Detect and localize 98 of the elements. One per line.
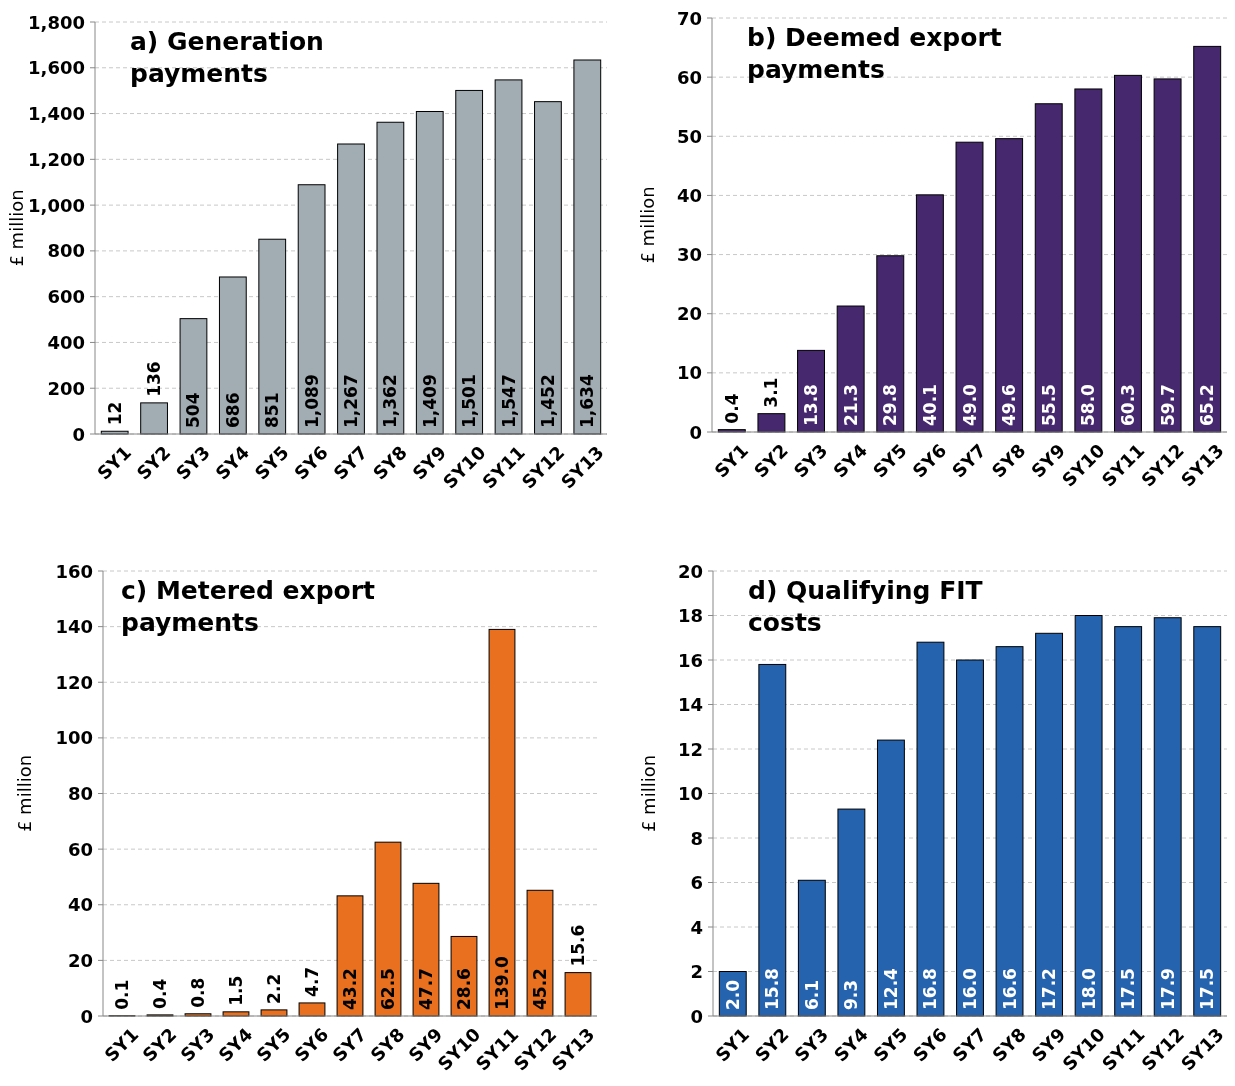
data-label: 3.1 xyxy=(761,377,782,408)
y-tick-label: 40 xyxy=(676,184,702,206)
y-tick-label: 60 xyxy=(67,838,93,860)
data-label: 17.2 xyxy=(1039,968,1060,1010)
data-label: 59.7 xyxy=(1157,384,1178,426)
y-tick-label: 18 xyxy=(677,605,703,626)
data-label: 13.8 xyxy=(801,384,822,426)
y-tick-label: 50 xyxy=(676,125,702,147)
y-tick-label: 40 xyxy=(67,894,93,916)
data-label: 9.3 xyxy=(841,979,862,1010)
data-label: 1,089 xyxy=(301,374,322,428)
data-label: 12.4 xyxy=(880,967,901,1010)
data-label: 139.0 xyxy=(492,956,512,1010)
y-axis-title: £ million xyxy=(6,189,27,267)
data-label: 49.0 xyxy=(959,383,980,426)
data-label: 43.2 xyxy=(340,968,360,1010)
data-label: 2.0 xyxy=(722,979,743,1010)
y-tick-label: 60 xyxy=(676,66,702,88)
y-tick-label: 80 xyxy=(67,783,93,804)
data-label: 21.3 xyxy=(840,384,861,426)
data-label: 58.0 xyxy=(1078,383,1099,426)
y-tick-label: 160 xyxy=(55,560,93,582)
y-tick-label: 8 xyxy=(690,827,703,849)
text: a) Generation payments xyxy=(130,27,324,88)
data-label: 1,501 xyxy=(459,374,480,428)
data-label: 29.8 xyxy=(880,384,901,426)
data-label: 1,452 xyxy=(537,374,558,428)
y-tick-label: 14 xyxy=(677,694,703,715)
data-label: 17.5 xyxy=(1118,968,1139,1010)
data-label: 1,409 xyxy=(419,374,440,428)
data-label: 15.8 xyxy=(762,968,783,1010)
y-tick-label: 0 xyxy=(689,421,702,443)
y-tick-label: 70 xyxy=(676,7,702,29)
data-label: 1,267 xyxy=(341,374,361,428)
y-tick-label: 20 xyxy=(676,303,702,325)
data-label: 0.8 xyxy=(188,977,208,1008)
y-tick-label: 20 xyxy=(677,560,703,582)
text: c) Metered export payments xyxy=(121,576,376,637)
data-label: 55.5 xyxy=(1038,384,1059,426)
data-label: 4.7 xyxy=(302,966,322,997)
y-tick-label: 16 xyxy=(677,649,703,671)
y-tick-label: 30 xyxy=(676,244,702,266)
y-axis-title: £ million xyxy=(638,754,659,833)
y-tick-label: 800 xyxy=(47,240,85,262)
data-label: 0.1 xyxy=(112,979,132,1010)
data-label: 504 xyxy=(183,392,204,428)
y-tick-label: 20 xyxy=(67,949,93,971)
data-label: 6.1 xyxy=(801,979,822,1010)
data-label: 12 xyxy=(104,401,125,426)
y-tick-label: 120 xyxy=(55,671,93,693)
text: b) Deemed export payments xyxy=(747,23,1002,84)
data-label: 1,362 xyxy=(380,374,401,428)
y-tick-label: 600 xyxy=(47,286,85,308)
data-label: 0.4 xyxy=(721,393,742,424)
y-tick-label: 1,600 xyxy=(28,57,85,79)
y-tick-label: 1,800 xyxy=(28,11,85,33)
y-tick-label: 4 xyxy=(690,916,703,938)
data-label: 60.3 xyxy=(1117,384,1138,426)
y-tick-label: 12 xyxy=(677,738,703,760)
data-label: 28.6 xyxy=(454,968,474,1010)
data-label: 62.5 xyxy=(378,968,398,1010)
y-tick-label: 10 xyxy=(677,783,703,804)
data-label: 0.4 xyxy=(150,978,170,1009)
data-label: 136 xyxy=(144,361,165,397)
data-label: 1,634 xyxy=(577,374,598,428)
data-label: 45.2 xyxy=(530,968,550,1010)
data-label: 17.9 xyxy=(1157,968,1178,1010)
y-tick-label: 1,400 xyxy=(28,103,85,125)
y-tick-label: 140 xyxy=(55,616,93,638)
y-tick-label: 400 xyxy=(47,331,85,353)
data-label: 17.5 xyxy=(1197,968,1218,1010)
data-label: 49.6 xyxy=(999,384,1020,426)
y-tick-label: 200 xyxy=(47,377,85,399)
y-tick-label: 2 xyxy=(690,961,703,982)
data-label: 16.8 xyxy=(920,968,941,1010)
y-tick-label: 1,200 xyxy=(28,148,85,170)
data-label: 2.2 xyxy=(264,973,284,1004)
y-tick-label: 6 xyxy=(690,872,703,893)
data-label: 47.7 xyxy=(416,968,436,1010)
data-label: 18.0 xyxy=(1078,967,1099,1010)
data-label: 1,547 xyxy=(498,374,519,428)
data-label: 16.0 xyxy=(960,967,980,1010)
y-tick-label: 0 xyxy=(80,1005,93,1027)
data-label: 15.6 xyxy=(568,924,588,967)
y-tick-label: 10 xyxy=(676,362,702,384)
data-label: 40.1 xyxy=(919,384,940,426)
y-tick-label: 1,000 xyxy=(28,194,85,216)
y-tick-label: 100 xyxy=(55,727,93,749)
y-axis-title: £ million xyxy=(637,186,658,264)
data-label: 1.5 xyxy=(226,975,246,1006)
y-tick-label: 0 xyxy=(72,423,85,445)
text: d) Qualifying FIT costs xyxy=(748,576,983,637)
y-tick-label: 0 xyxy=(690,1005,703,1027)
data-label: 16.6 xyxy=(999,968,1020,1010)
data-label: 65.2 xyxy=(1197,384,1218,426)
data-label: 851 xyxy=(262,392,283,428)
y-axis-title: £ million xyxy=(14,754,35,833)
data-label: 686 xyxy=(222,392,243,428)
